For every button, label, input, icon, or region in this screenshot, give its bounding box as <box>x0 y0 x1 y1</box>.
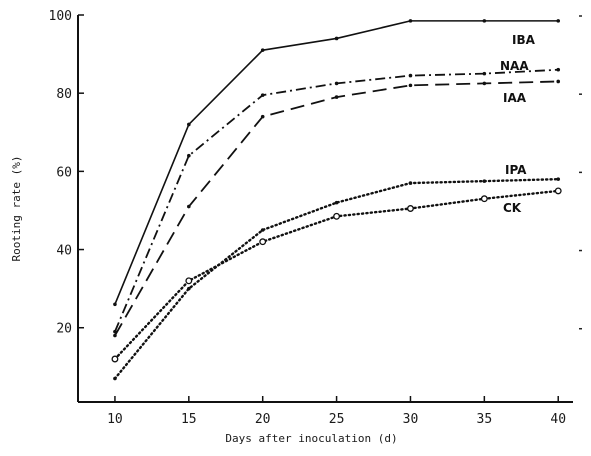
x-tick-label: 10 <box>107 412 123 427</box>
data-point-ck <box>111 355 119 363</box>
data-point-iaa <box>187 204 191 209</box>
data-point-iba <box>408 19 413 23</box>
series-label-ipa: IPA <box>505 163 527 177</box>
data-point-ipa <box>482 179 487 183</box>
x-axis-title: Days after inoculation (d) <box>225 432 397 445</box>
x-tick-label: 15 <box>181 412 197 427</box>
data-point-naa <box>556 67 561 72</box>
data-point-naa <box>408 73 413 78</box>
y-tick-label: 60 <box>56 165 72 180</box>
series-label-iaa: IAA <box>503 91 527 105</box>
data-point-naa <box>260 93 265 97</box>
x-tick-label: 35 <box>477 412 493 427</box>
data-point-ipa <box>334 200 339 205</box>
data-point-iaa <box>334 95 339 99</box>
data-point-ck <box>480 195 488 203</box>
data-point-iba <box>113 302 117 307</box>
data-point-ck <box>259 238 267 246</box>
series-line-ipa <box>113 177 560 380</box>
x-tick-label: 40 <box>550 412 566 427</box>
data-point-iba <box>187 122 191 127</box>
series-label-naa: NAA <box>500 59 529 73</box>
data-point-ipa <box>408 181 413 185</box>
data-point-iaa <box>556 79 561 84</box>
series-line-naa <box>114 68 559 332</box>
y-axis-title: Rooting rate (%) <box>10 156 23 262</box>
series-label-iba: IBA <box>512 33 536 47</box>
data-point-iba <box>482 19 487 23</box>
data-point-iaa <box>482 81 487 86</box>
data-point-naa <box>482 71 487 76</box>
data-point-ipa <box>556 177 561 181</box>
data-point-naa <box>334 81 339 86</box>
data-point-iaa <box>408 83 413 88</box>
data-point-iba <box>334 36 339 41</box>
data-point-ipa <box>187 286 191 291</box>
y-tick-label: 20 <box>56 322 72 337</box>
series-line-iba <box>114 20 559 305</box>
data-point-ck <box>554 187 562 195</box>
y-tick-label: 40 <box>56 244 72 259</box>
series-label-ck: CK <box>503 201 522 215</box>
x-tick-label: 25 <box>329 412 345 427</box>
data-point-iba <box>556 19 561 23</box>
data-point-ck <box>333 212 341 220</box>
x-tick-label: 30 <box>403 412 419 427</box>
chart-series-labels: IBA NAA IAA IPA CK <box>500 33 536 215</box>
data-point-iaa <box>260 114 265 119</box>
chart-axes: 20 40 60 80 100 10 15 20 25 30 35 40 <box>49 9 582 427</box>
x-tick-label: 20 <box>255 412 271 427</box>
y-tick-label: 80 <box>56 87 72 102</box>
data-point-ipa <box>113 376 117 381</box>
chart-series <box>111 19 562 381</box>
data-point-ck <box>185 277 193 285</box>
data-point-ipa <box>260 228 265 232</box>
data-point-iaa <box>113 333 117 338</box>
data-point-iba <box>260 48 265 52</box>
data-point-ck <box>407 205 414 212</box>
data-point-naa <box>187 153 191 158</box>
y-tick-label: 100 <box>49 9 72 24</box>
